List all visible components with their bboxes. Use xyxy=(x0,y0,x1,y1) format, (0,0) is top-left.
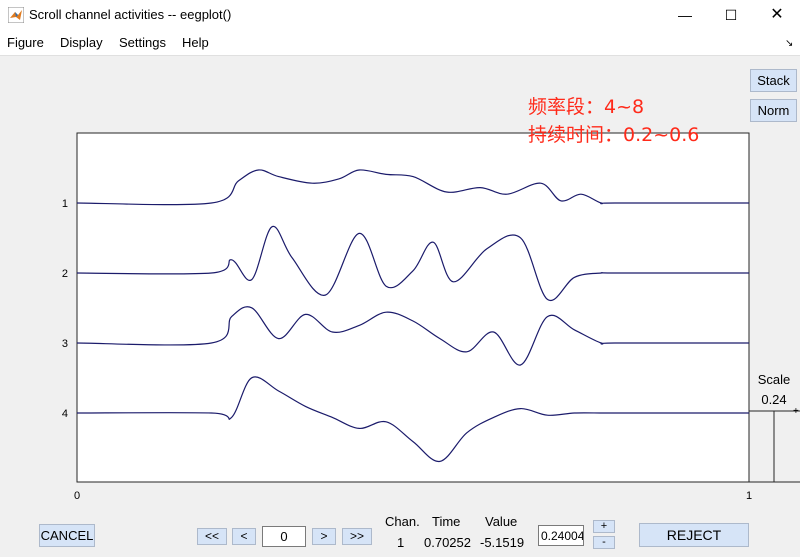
window-title: Scroll channel activities -- eegplot() xyxy=(29,7,232,22)
chan-header: Chan. xyxy=(385,514,420,529)
value-header: Value xyxy=(485,514,518,529)
menu-display[interactable]: Display xyxy=(60,35,103,50)
scale-plus-marker: + xyxy=(793,406,799,417)
menu-figure[interactable]: Figure xyxy=(7,35,44,50)
plot-axes xyxy=(76,132,750,483)
eeg-trace-3 xyxy=(76,306,749,366)
x-tick-label: 1 xyxy=(746,490,752,502)
position-input[interactable] xyxy=(262,526,306,547)
time-value: 0.70252 xyxy=(424,535,471,550)
stack-button[interactable]: Stack xyxy=(750,69,797,92)
duration-annotation: 持续时间：0.2~0.6 xyxy=(528,124,700,146)
chan-value: 1 xyxy=(397,535,405,550)
value-readout: -5.1519 xyxy=(480,535,525,550)
y-tick-label: 4 xyxy=(62,408,68,420)
y-tick-label: 3 xyxy=(62,338,68,350)
back-button[interactable]: < xyxy=(232,528,256,545)
norm-button[interactable]: Norm xyxy=(750,99,797,122)
scale-value: 0.24 xyxy=(761,392,787,407)
scale-plus-button[interactable]: + xyxy=(593,520,615,533)
y-tick-label: 2 xyxy=(62,268,68,280)
reject-button[interactable]: REJECT xyxy=(639,523,749,547)
x-tick-label: 0 xyxy=(74,490,80,502)
eeg-trace-4 xyxy=(76,376,749,463)
menu-settings[interactable]: Settings xyxy=(119,35,166,50)
minimize-button[interactable]: — xyxy=(678,7,692,23)
menu-help[interactable]: Help xyxy=(182,35,209,50)
time-header: Time xyxy=(432,514,461,529)
matlab-logo-icon xyxy=(8,7,24,23)
scale-label: Scale xyxy=(757,372,791,387)
scale-minus-button[interactable]: - xyxy=(593,536,615,549)
fast-back-button[interactable]: << xyxy=(197,528,227,545)
forward-button[interactable]: > xyxy=(312,528,336,545)
eeg-trace-1 xyxy=(76,169,749,206)
menu-bar: Figure Display Settings Help ↘ xyxy=(0,30,800,56)
eeg-trace-2 xyxy=(76,225,749,302)
frequency-band-annotation: 频率段：4~8 xyxy=(528,96,645,118)
close-button[interactable]: ✕ xyxy=(770,6,784,23)
title-bar: Scroll channel activities -- eegplot() —… xyxy=(0,0,800,30)
dock-arrow-icon[interactable]: ↘ xyxy=(785,38,794,49)
scale-input[interactable] xyxy=(538,525,584,546)
cancel-button[interactable]: CANCEL xyxy=(39,524,95,547)
maximize-button[interactable]: ☐ xyxy=(724,7,738,23)
y-tick-label: 1 xyxy=(62,198,68,210)
fast-forward-button[interactable]: >> xyxy=(342,528,372,545)
